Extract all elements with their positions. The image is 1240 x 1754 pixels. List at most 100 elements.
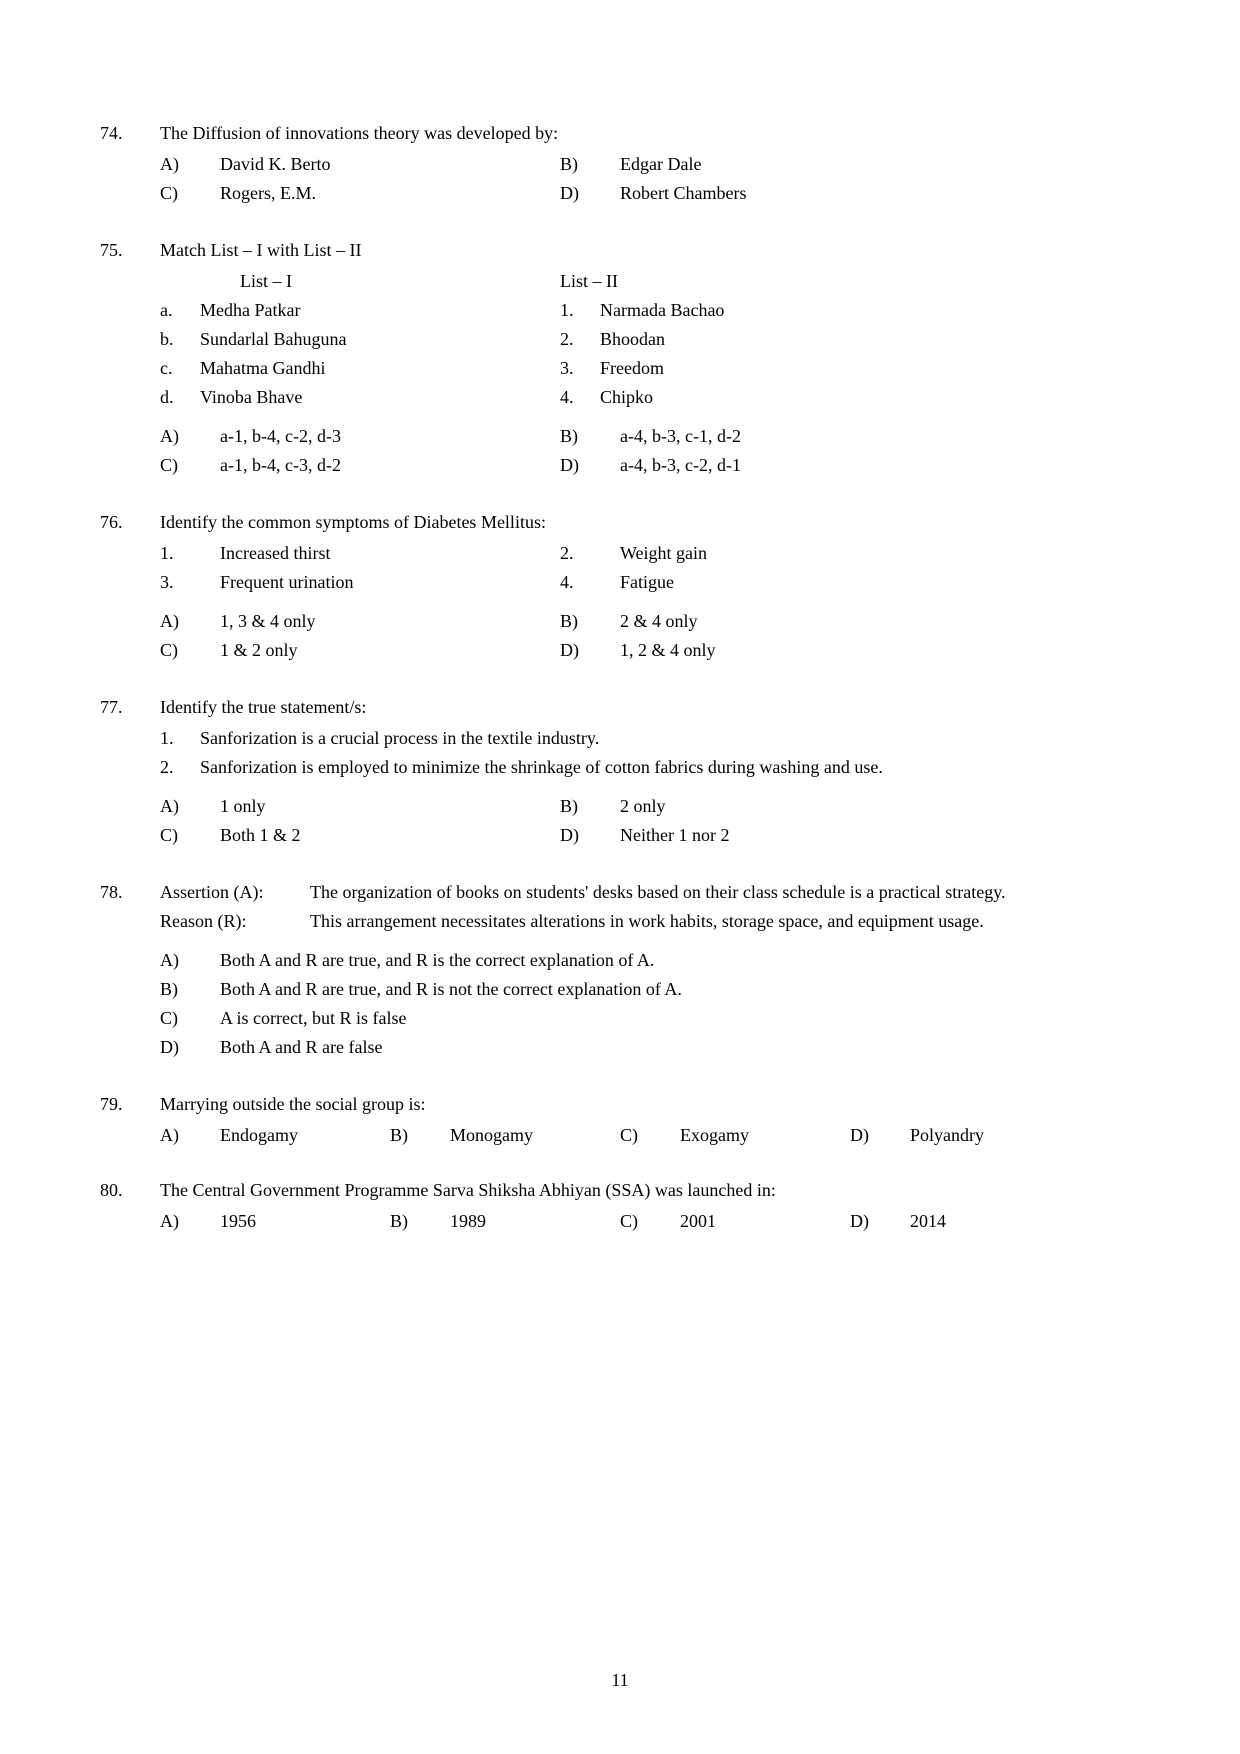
question-number: 79. [100,1091,160,1149]
match-right-item: 1. Narmada Bachao [560,297,1140,324]
options-row: A) a-1, b-4, c-2, d-3 B) a-4, b-3, c-1, … [160,423,1140,450]
options-row: A) 1, 3 & 4 only B) 2 & 4 only [160,608,1140,635]
option-text: 1, 3 & 4 only [220,608,560,635]
options-row: A) Endogamy B) Monogamy C) Exogamy D) Po… [160,1122,1140,1149]
item-label: 4. [560,569,620,596]
option-b: B) 1989 [390,1208,620,1235]
question-stem: Identify the common symptoms of Diabetes… [160,509,1140,536]
item-label: 2. [560,540,620,567]
list-1-header: List – I [160,268,560,295]
item-label: b. [160,326,200,353]
statement-text: Sanforization is employed to minimize th… [200,754,1140,781]
statement-label: 1. [160,725,200,752]
item-label: 2. [560,326,600,353]
option-d: D) Robert Chambers [560,180,1140,207]
match-row: d. Vinoba Bhave 4. Chipko [160,384,1140,411]
item-text: Freedom [600,355,1140,382]
option-label: D) [850,1122,910,1149]
symptom-3: 3. Frequent urination [160,569,560,596]
option-d: D) Neither 1 nor 2 [560,822,1140,849]
statement-1: 1. Sanforization is a crucial process in… [160,725,1140,752]
question-stem: The Central Government Programme Sarva S… [160,1177,1140,1204]
option-text: Both A and R are false [220,1034,1140,1061]
item-text: Mahatma Gandhi [200,355,560,382]
reason-label: Reason (R): [160,908,310,935]
option-text: 1989 [450,1208,620,1235]
item-label: 4. [560,384,600,411]
option-c: C) 1 & 2 only [160,637,560,664]
option-label: B) [560,423,620,450]
option-c: C) Exogamy [620,1122,850,1149]
option-label: A) [160,793,220,820]
option-text: 2 only [620,793,1140,820]
option-c: C) Both 1 & 2 [160,822,560,849]
option-label: C) [620,1208,680,1235]
statement-2: 2. Sanforization is employed to minimize… [160,754,1140,781]
symptoms-row: 1. Increased thirst 2. Weight gain [160,540,1140,567]
option-a: A) 1, 3 & 4 only [160,608,560,635]
question-number: 74. [100,120,160,209]
question-body: Match List – I with List – II List – I L… [160,237,1140,481]
item-label: d. [160,384,200,411]
item-text: Vinoba Bhave [200,384,560,411]
option-text: Polyandry [910,1122,1140,1149]
item-text: Sundarlal Bahuguna [200,326,560,353]
item-label: 1. [160,540,220,567]
item-text: Chipko [600,384,1140,411]
option-d: D) Polyandry [850,1122,1140,1149]
match-row: a. Medha Patkar 1. Narmada Bachao [160,297,1140,324]
question-body: Marrying outside the social group is: A)… [160,1091,1140,1149]
question-body: Identify the true statement/s: 1. Sanfor… [160,694,1140,851]
option-label: C) [160,180,220,207]
options-row: C) a-1, b-4, c-3, d-2 D) a-4, b-3, c-2, … [160,452,1140,479]
item-label: 3. [560,355,600,382]
option-text: 1 & 2 only [220,637,560,664]
item-text: Narmada Bachao [600,297,1140,324]
option-label: C) [160,637,220,664]
option-label: C) [160,452,220,479]
option-label: B) [560,608,620,635]
option-label: A) [160,608,220,635]
reason-row: Reason (R): This arrangement necessitate… [160,908,1140,935]
item-label: 3. [160,569,220,596]
item-text: Weight gain [620,540,1140,567]
option-text: 2 & 4 only [620,608,1140,635]
item-text: Increased thirst [220,540,560,567]
option-label: B) [560,151,620,178]
match-left-item: a. Medha Patkar [160,297,560,324]
option-text: 1, 2 & 4 only [620,637,1140,664]
match-right-item: 4. Chipko [560,384,1140,411]
option-text: Both 1 & 2 [220,822,560,849]
option-text: a-1, b-4, c-2, d-3 [220,423,560,450]
assertion-text: The organization of books on students' d… [310,879,1140,906]
option-label: D) [560,822,620,849]
statement-label: 2. [160,754,200,781]
option-b: B) Both A and R are true, and R is not t… [160,976,1140,1003]
option-d: D) 2014 [850,1208,1140,1235]
question-80: 80. The Central Government Programme Sar… [100,1177,1140,1235]
options-row: A) 1956 B) 1989 C) 2001 D) 2014 [160,1208,1140,1235]
option-label: A) [160,151,220,178]
item-label: a. [160,297,200,324]
question-stem: Match List – I with List – II [160,237,1140,264]
option-a: A) Endogamy [160,1122,390,1149]
question-stem: Marrying outside the social group is: [160,1091,1140,1118]
options-row: C) Both 1 & 2 D) Neither 1 nor 2 [160,822,1140,849]
match-right-item: 3. Freedom [560,355,1140,382]
option-c: C) Rogers, E.M. [160,180,560,207]
option-label: B) [390,1122,450,1149]
option-label: A) [160,947,220,974]
option-label: C) [620,1122,680,1149]
option-a: A) 1956 [160,1208,390,1235]
assertion-label: Assertion (A): [160,879,310,906]
reason-text: This arrangement necessitates alteration… [310,908,1140,935]
question-76: 76. Identify the common symptoms of Diab… [100,509,1140,666]
option-b: B) Edgar Dale [560,151,1140,178]
symptom-4: 4. Fatigue [560,569,1140,596]
option-label: D) [160,1034,220,1061]
option-b: B) a-4, b-3, c-1, d-2 [560,423,1140,450]
option-text: A is correct, but R is false [220,1005,1140,1032]
option-c: C) a-1, b-4, c-3, d-2 [160,452,560,479]
question-79: 79. Marrying outside the social group is… [100,1091,1140,1149]
item-label: 1. [560,297,600,324]
